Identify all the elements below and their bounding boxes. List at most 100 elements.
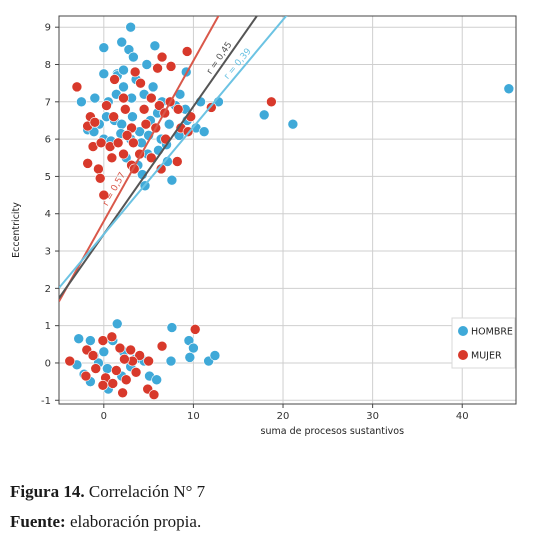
- fit-line: [59, 16, 259, 299]
- y-tick-label: 0: [45, 358, 51, 369]
- legend-label: MUJER: [471, 351, 502, 362]
- point-hombre: [98, 68, 110, 80]
- point-hombre: [141, 59, 153, 70]
- point-mujer: [101, 100, 112, 111]
- point-mujer: [130, 366, 142, 378]
- point-mujer: [80, 370, 92, 382]
- figure-source: Fuente: elaboración propia.: [10, 507, 550, 537]
- point-mujer: [97, 380, 109, 391]
- point-hombre: [198, 126, 210, 137]
- point-hombre: [287, 118, 299, 130]
- point-mujer: [134, 350, 145, 361]
- point-mujer: [82, 158, 93, 169]
- chart-area: 0 10 20 30 40 -1 0 1 2 3 4 5 6 7 8 9 suma de procesos su…: [11, 15, 517, 437]
- point-hombre: [127, 111, 138, 123]
- point-mujer: [171, 156, 183, 167]
- x-axis-title: suma de procesos sustantivos: [261, 426, 405, 437]
- point-mujer: [98, 189, 110, 201]
- point-hombre: [503, 83, 515, 95]
- y-tick-label: -1: [41, 396, 51, 407]
- point-hombre: [98, 42, 110, 54]
- point-hombre: [102, 363, 113, 374]
- x-tick-label: 0: [101, 411, 107, 422]
- data-points: [64, 21, 515, 400]
- y-tick-label: 2: [45, 284, 51, 295]
- x-tick-label: 40: [456, 411, 469, 422]
- point-mujer: [64, 355, 76, 367]
- point-mujer: [154, 100, 165, 111]
- point-mujer: [145, 92, 157, 104]
- scatter-chart: 0 10 20 30 40 -1 0 1 2 3 4 5 6 7 8 9 suma de procesos su…: [11, 15, 517, 437]
- grid: [59, 16, 516, 404]
- figure-label: Figura 14.: [10, 482, 85, 501]
- x-tick-label: 20: [277, 411, 290, 422]
- x-tick-label: 10: [187, 411, 200, 422]
- point-mujer: [138, 103, 150, 115]
- point-hombre: [188, 342, 199, 354]
- y-tick-label: 1: [45, 321, 51, 332]
- point-hombre: [128, 51, 139, 63]
- point-mujer: [156, 51, 168, 63]
- point-mujer: [155, 163, 167, 175]
- point-hombre: [111, 318, 123, 330]
- point-mujer: [129, 66, 141, 78]
- point-hombre: [76, 96, 87, 108]
- point-hombre: [166, 174, 178, 186]
- point-mujer: [118, 148, 129, 160]
- point-hombre: [163, 118, 175, 130]
- point-hombre: [184, 352, 196, 363]
- legend: HOMBRE MUJER: [451, 317, 516, 369]
- point-mujer: [189, 324, 201, 335]
- legend-swatch: [458, 350, 468, 360]
- point-mujer: [152, 62, 163, 74]
- point-mujer: [117, 387, 128, 399]
- figure-title: Figura 14. Correlación N° 7: [10, 477, 550, 507]
- point-hombre: [166, 322, 178, 333]
- point-mujer: [90, 363, 102, 374]
- point-mujer: [125, 344, 136, 356]
- point-mujer: [172, 103, 184, 115]
- y-tick-label: 6: [45, 135, 51, 146]
- y-tick-label: 8: [45, 60, 51, 71]
- y-tick-label: 7: [45, 97, 51, 108]
- legend-label: HOMBRE: [471, 327, 513, 338]
- point-mujer: [128, 137, 139, 149]
- point-hombre: [149, 40, 161, 52]
- y-axis-title: Eccentricity: [11, 202, 22, 258]
- point-mujer: [109, 74, 120, 85]
- point-hombre: [89, 92, 101, 104]
- point-hombre: [73, 333, 85, 345]
- figure-caption: Figura 14. Correlación N° 7 Fuente: elab…: [10, 477, 550, 537]
- y-tick-label: 4: [45, 209, 51, 220]
- point-hombre: [258, 109, 270, 121]
- point-mujer: [266, 96, 277, 108]
- point-mujer: [87, 350, 99, 361]
- point-mujer: [106, 152, 118, 164]
- point-hombre: [118, 81, 129, 93]
- point-hombre: [147, 81, 159, 93]
- source-text: elaboración propia.: [65, 512, 202, 531]
- point-mujer: [89, 117, 101, 128]
- point-mujer: [120, 103, 131, 115]
- point-mujer: [94, 172, 106, 184]
- point-hombre: [85, 335, 96, 346]
- point-hombre: [151, 374, 162, 386]
- y-tick-label: 5: [45, 172, 51, 183]
- x-tick-label: 30: [366, 411, 379, 422]
- point-mujer: [121, 130, 133, 141]
- point-hombre: [98, 346, 110, 358]
- y-tick-label: 9: [45, 23, 51, 34]
- point-mujer: [135, 77, 146, 89]
- point-mujer: [106, 331, 118, 343]
- point-mujer: [97, 335, 109, 346]
- point-hombre: [165, 355, 177, 367]
- point-hombre: [209, 350, 221, 361]
- y-tick-label: 3: [45, 247, 51, 258]
- point-hombre: [118, 64, 129, 76]
- source-label: Fuente:: [10, 512, 66, 531]
- point-mujer: [112, 137, 124, 149]
- point-mujer: [107, 378, 119, 389]
- point-mujer: [143, 355, 154, 367]
- figure-text: Correlación N° 7: [84, 482, 206, 501]
- point-mujer: [118, 92, 129, 104]
